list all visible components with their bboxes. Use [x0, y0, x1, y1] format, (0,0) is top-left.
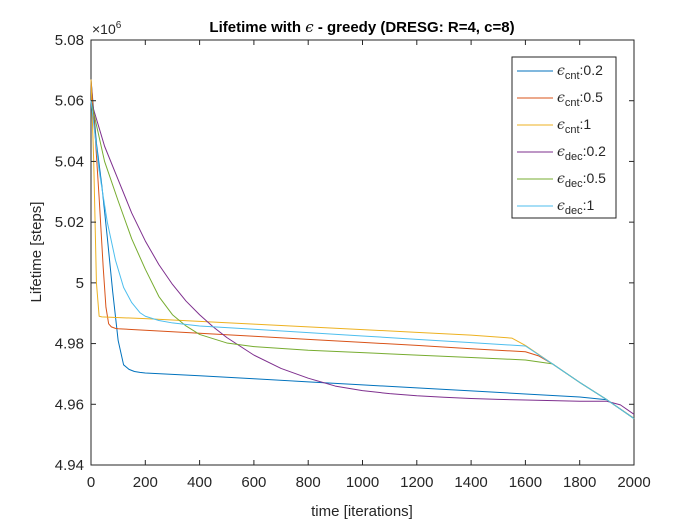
legend-box — [511, 56, 617, 219]
x-tick-label: 600 — [241, 474, 266, 491]
legend-label: ϵdec:0.5 — [557, 170, 606, 190]
legend: ϵcnt:0.2 ϵcnt:0.5 ϵcnt:1 ϵdec:0.2 ϵdec:0.5 ϵd… — [511, 56, 617, 219]
y-exponent-label: ×106 — [92, 20, 122, 37]
legend-label: ϵcnt:1 — [557, 116, 591, 136]
y-tick-label: 5.02 — [55, 214, 84, 231]
legend-item-cnt-02: ϵcnt:0.2 — [517, 62, 603, 82]
x-axis-label: time [iterations] — [311, 503, 413, 520]
chart-title: Lifetime with ϵ - greedy (DRESG: R=4, c=… — [209, 18, 514, 36]
legend-label: ϵdec:1 — [557, 197, 594, 217]
legend-label: ϵcnt:0.2 — [557, 62, 603, 82]
x-tick-label: 2000 — [617, 474, 650, 491]
legend-items: ϵcnt:0.2 ϵcnt:0.5 ϵcnt:1 ϵdec:0.2 ϵdec:0.5 ϵd… — [517, 62, 606, 217]
tick-layer: 0 200 400 600 800 1000 1200 1400 1600 1800 2000 4.9… — [55, 32, 651, 491]
legend-item-cnt-05: ϵcnt:0.5 — [517, 89, 603, 109]
x-tick-label: 1200 — [400, 474, 433, 491]
series-line-dec-02 — [90, 100, 635, 415]
x-tick-label: 1800 — [563, 474, 596, 491]
x-tick-label: 1400 — [454, 474, 487, 491]
y-tick-label: 5.06 — [55, 93, 84, 110]
x-tick-label: 0 — [87, 474, 95, 491]
y-tick-label: 4.94 — [55, 457, 84, 474]
x-tick-label: 1600 — [509, 474, 542, 491]
series-line-cnt-02 — [90, 79, 635, 419]
title-epsilon-symbol: ϵ — [305, 18, 314, 36]
legend-item-dec-1: ϵdec:1 — [517, 197, 594, 217]
x-tick-label: 1000 — [346, 474, 379, 491]
y-tick-label: 5.08 — [55, 32, 84, 49]
legend-label: ϵcnt:0.5 — [557, 89, 603, 109]
x-tick-label: 400 — [187, 474, 212, 491]
y-tick-label: 5.04 — [55, 153, 84, 170]
y-tick-label: 5 — [76, 275, 84, 292]
series-line-dec-1 — [90, 100, 635, 419]
legend-item-cnt-1: ϵcnt:1 — [517, 116, 591, 136]
legend-item-dec-05: ϵdec:0.5 — [517, 170, 606, 190]
y-tick-label: 4.98 — [55, 336, 84, 353]
x-tick-label: 200 — [133, 474, 158, 491]
legend-item-dec-02: ϵdec:0.2 — [517, 143, 606, 163]
legend-label: ϵdec:0.2 — [557, 143, 606, 163]
series-line-dec-05 — [90, 100, 635, 419]
x-tick-label: 800 — [296, 474, 321, 491]
y-tick-label: 4.96 — [55, 396, 84, 413]
series-layer — [90, 79, 635, 419]
y-axis-label: Lifetime [steps] — [28, 202, 45, 303]
